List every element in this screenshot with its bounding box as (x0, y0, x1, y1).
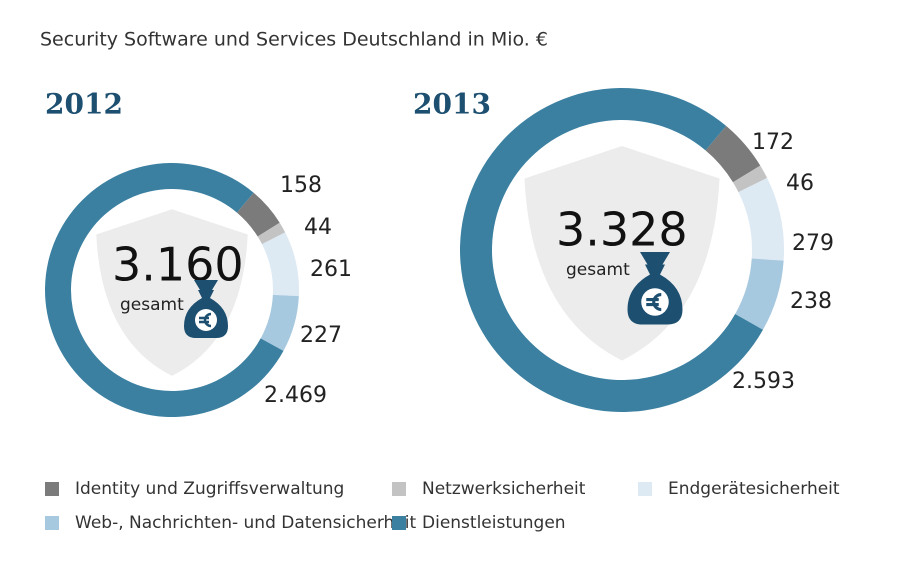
value-label: 238 (790, 289, 832, 314)
donut-segment (257, 222, 286, 245)
donut-segment (735, 258, 784, 330)
value-label: 44 (304, 215, 332, 240)
total-caption: gesamt (120, 295, 184, 315)
euro-sign (199, 312, 212, 328)
total-label: 3.160 (112, 238, 244, 292)
chart-title: Security Software und Services Deutschla… (40, 29, 548, 51)
money-bag-icon (627, 252, 683, 325)
legend-label: Web-, Nachrichten- und Datensicherheit (75, 513, 416, 533)
value-label: 279 (792, 231, 834, 256)
total-caption: gesamt (566, 260, 630, 280)
bag-top (194, 280, 218, 290)
legend-swatch (638, 482, 652, 496)
value-label: 158 (280, 173, 322, 198)
value-label: 172 (752, 130, 794, 155)
money-bag-icon (184, 280, 228, 338)
total-label: 3.328 (556, 203, 688, 257)
value-label: 261 (310, 257, 352, 282)
euro-sign (646, 292, 662, 312)
legend-label: Netzwerksicherheit (422, 479, 586, 499)
value-label: 2.593 (732, 369, 795, 394)
legend-swatch (392, 482, 406, 496)
value-label: 2.469 (264, 383, 327, 408)
donut-segment (236, 192, 280, 237)
legend-swatch (45, 482, 59, 496)
legend-label: Dienstleistungen (422, 513, 566, 533)
donut-segment (262, 232, 299, 297)
bag-top (640, 252, 670, 265)
donut-segment (738, 177, 785, 261)
donut-segment (705, 125, 761, 183)
chart-subtitle: 2012 (45, 88, 123, 121)
legend-label: Endgerätesicherheit (668, 479, 840, 499)
donut-segment (732, 165, 768, 193)
chart-subtitle: 2013 (413, 88, 491, 121)
legend-label: Identity und Zugriffsverwaltung (75, 479, 344, 499)
donut-segment (260, 294, 299, 351)
legend-swatch (392, 516, 406, 530)
legend-swatch (45, 516, 59, 530)
value-label: 227 (300, 323, 342, 348)
value-label: 46 (786, 171, 814, 196)
background-shield (96, 209, 248, 376)
